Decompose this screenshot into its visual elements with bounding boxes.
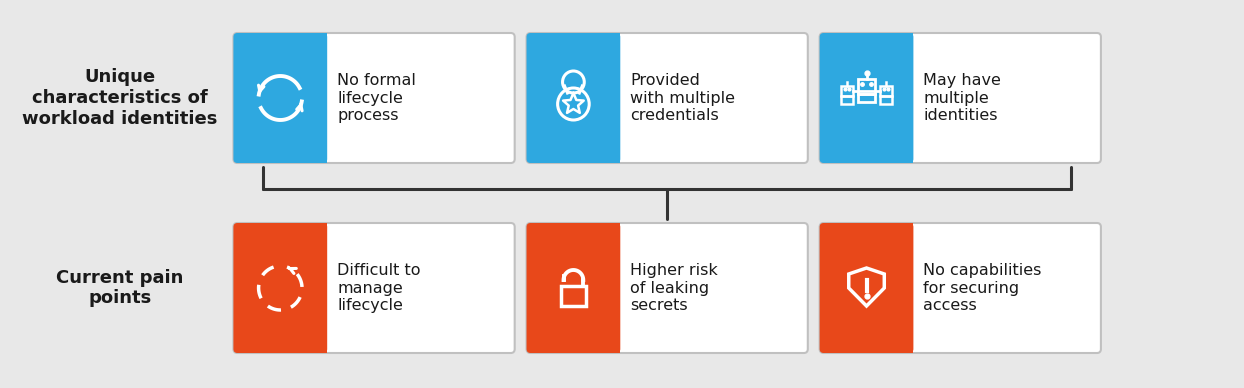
Text: Difficult to
manage
lifecycle: Difficult to manage lifecycle <box>337 263 420 313</box>
FancyBboxPatch shape <box>866 33 913 163</box>
FancyBboxPatch shape <box>526 33 807 163</box>
FancyBboxPatch shape <box>234 223 327 353</box>
FancyBboxPatch shape <box>234 223 515 353</box>
Text: No formal
lifecycle
process: No formal lifecycle process <box>337 73 415 123</box>
FancyBboxPatch shape <box>820 33 1101 163</box>
FancyBboxPatch shape <box>526 223 621 353</box>
Text: Current pain
points: Current pain points <box>56 268 184 307</box>
FancyBboxPatch shape <box>280 33 327 163</box>
FancyBboxPatch shape <box>866 223 913 353</box>
FancyBboxPatch shape <box>820 223 913 353</box>
Text: Provided
with multiple
credentials: Provided with multiple credentials <box>631 73 735 123</box>
Text: Unique
characteristics of
workload identities: Unique characteristics of workload ident… <box>22 68 218 128</box>
FancyBboxPatch shape <box>280 223 327 353</box>
FancyBboxPatch shape <box>573 33 621 163</box>
FancyBboxPatch shape <box>234 33 327 163</box>
Text: May have
multiple
identities: May have multiple identities <box>923 73 1001 123</box>
FancyBboxPatch shape <box>820 223 1101 353</box>
FancyBboxPatch shape <box>526 33 621 163</box>
Text: Higher risk
of leaking
secrets: Higher risk of leaking secrets <box>631 263 718 313</box>
FancyBboxPatch shape <box>526 223 807 353</box>
FancyBboxPatch shape <box>234 33 515 163</box>
FancyBboxPatch shape <box>820 33 913 163</box>
Text: No capabilities
for securing
access: No capabilities for securing access <box>923 263 1041 313</box>
FancyBboxPatch shape <box>573 223 621 353</box>
